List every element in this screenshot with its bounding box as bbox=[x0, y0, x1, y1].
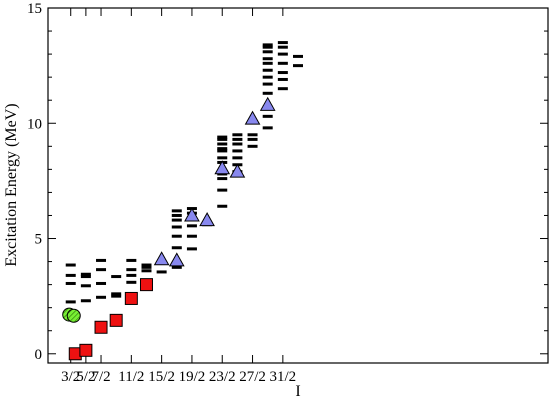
y-axis-label: Excitation Energy (MeV) bbox=[3, 103, 20, 266]
x-tick-label: 15/2 bbox=[148, 369, 175, 385]
y-tick-label: 10 bbox=[27, 116, 42, 132]
blue-triangle-point bbox=[214, 160, 231, 175]
blue-triangle-point bbox=[199, 212, 215, 227]
red-square-point bbox=[124, 291, 138, 305]
blue-triangle-point bbox=[244, 110, 261, 125]
blue-triangle-point bbox=[168, 252, 185, 267]
x-tick-label: 19/2 bbox=[179, 369, 206, 385]
red-square-point bbox=[109, 313, 123, 327]
blue-triangle-point bbox=[259, 96, 276, 111]
y-tick-label: 15 bbox=[27, 1, 42, 17]
x-tick-label: 7/2 bbox=[91, 369, 110, 385]
y-tick-label: 5 bbox=[35, 232, 43, 248]
blue-triangle-point bbox=[184, 207, 200, 222]
x-tick-label: 11/2 bbox=[118, 369, 144, 385]
plot-frame bbox=[47, 7, 549, 364]
blue-triangle-point bbox=[229, 163, 246, 178]
red-square-point bbox=[139, 278, 153, 292]
x-tick-label: 31/2 bbox=[270, 369, 297, 385]
x-axis-label: I bbox=[295, 383, 300, 400]
x-tick-label: 3/2 bbox=[61, 369, 80, 385]
y-tick-label: 0 bbox=[35, 347, 43, 363]
green-circle-point bbox=[66, 308, 81, 323]
red-square-point bbox=[79, 343, 93, 357]
x-tick-label: 5/2 bbox=[76, 369, 95, 385]
x-tick-label: 23/2 bbox=[209, 369, 236, 385]
x-tick-label: 27/2 bbox=[239, 369, 266, 385]
blue-triangle-point bbox=[153, 251, 170, 266]
red-square-point bbox=[94, 320, 108, 334]
